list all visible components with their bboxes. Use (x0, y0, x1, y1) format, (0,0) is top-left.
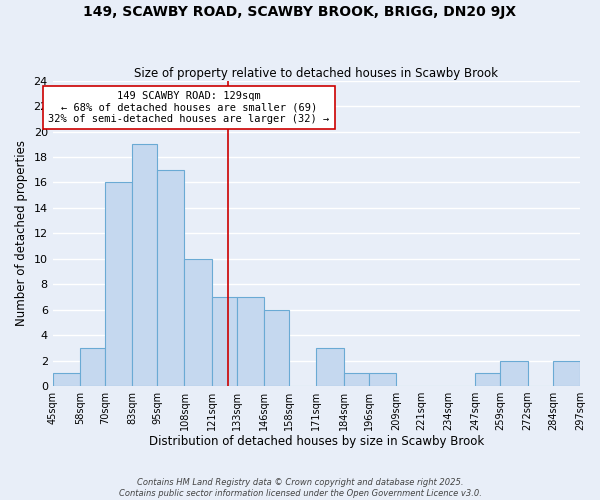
Bar (316, 348, 344, 386)
Bar (80, 348, 105, 386)
Bar (237, 297, 264, 386)
Text: 149, SCAWBY ROAD, SCAWBY BROOK, BRIGG, DN20 9JX: 149, SCAWBY ROAD, SCAWBY BROOK, BRIGG, D… (83, 5, 517, 19)
Bar (53, 374, 80, 386)
Title: Size of property relative to detached houses in Scawby Brook: Size of property relative to detached ho… (134, 66, 499, 80)
Bar (368, 374, 396, 386)
Bar (132, 144, 157, 386)
Bar (212, 297, 237, 386)
X-axis label: Distribution of detached houses by size in Scawby Brook: Distribution of detached houses by size … (149, 434, 484, 448)
Bar (105, 182, 132, 386)
Bar (475, 374, 500, 386)
Bar (553, 360, 580, 386)
Bar (185, 259, 212, 386)
Bar (344, 374, 368, 386)
Y-axis label: Number of detached properties: Number of detached properties (15, 140, 28, 326)
Bar (500, 360, 527, 386)
Text: Contains HM Land Registry data © Crown copyright and database right 2025.
Contai: Contains HM Land Registry data © Crown c… (119, 478, 481, 498)
Text: 149 SCAWBY ROAD: 129sqm
← 68% of detached houses are smaller (69)
32% of semi-de: 149 SCAWBY ROAD: 129sqm ← 68% of detache… (48, 91, 329, 124)
Bar (157, 170, 185, 386)
Bar (264, 310, 289, 386)
